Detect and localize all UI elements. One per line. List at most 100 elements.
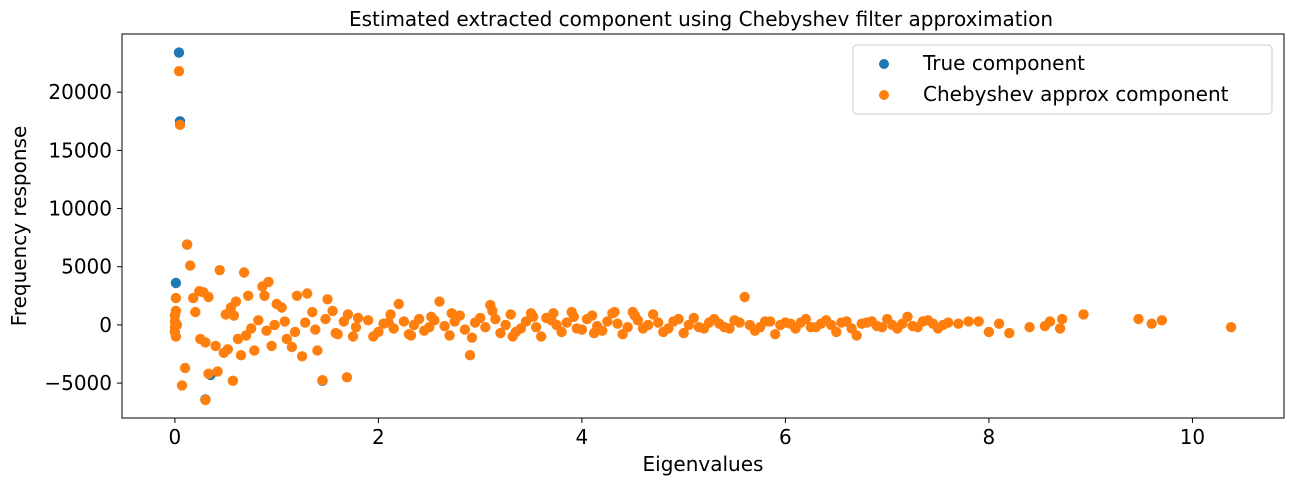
data-point: [261, 325, 272, 336]
data-point: [300, 317, 311, 328]
data-point: [222, 344, 233, 355]
data-point: [953, 318, 964, 329]
data-point: [805, 322, 817, 333]
data-point: [286, 341, 298, 353]
data-point: [434, 296, 445, 307]
data-point: [846, 323, 857, 334]
y-tick-label: 10000: [48, 197, 112, 221]
data-point: [622, 322, 633, 333]
data-point: [1225, 322, 1237, 333]
data-point: [170, 331, 182, 342]
data-point: [338, 316, 349, 327]
data-point: [548, 308, 559, 319]
data-point: [210, 340, 221, 352]
data-point: [296, 351, 308, 362]
data-point: [320, 313, 331, 325]
data-point: [505, 309, 516, 320]
data-point: [754, 322, 766, 333]
data-point: [663, 323, 674, 334]
data-point: [174, 119, 186, 130]
data-point: [469, 317, 481, 328]
x-tick-label: 10: [1180, 425, 1205, 449]
data-point: [678, 327, 689, 339]
y-tick-label: −5000: [44, 371, 112, 395]
data-point: [170, 305, 182, 317]
data-point: [507, 331, 518, 342]
data-point: [188, 292, 199, 304]
data-point: [1078, 309, 1089, 320]
data-point: [291, 290, 303, 301]
data-point: [907, 320, 918, 332]
x-tick-label: 2: [372, 425, 385, 449]
legend-label-chebyshev: Chebyshev approx component: [923, 82, 1229, 106]
y-tick-label: 0: [99, 313, 112, 337]
data-point: [724, 323, 735, 334]
data-point: [775, 319, 786, 331]
data-point: [1057, 313, 1068, 325]
data-point: [266, 340, 277, 352]
data-point: [571, 323, 582, 334]
data-point: [653, 317, 664, 328]
x-tick-label: 4: [576, 425, 589, 449]
data-point: [609, 306, 620, 318]
data-point: [551, 319, 562, 331]
x-tick-label: 0: [169, 425, 182, 449]
data-point: [693, 322, 705, 333]
data-point: [388, 323, 399, 334]
data-point: [181, 239, 193, 250]
data-point: [444, 330, 455, 341]
data-point: [368, 331, 379, 342]
data-point: [312, 345, 323, 356]
data-point: [352, 312, 364, 324]
data-point: [230, 296, 242, 307]
chart-title: Estimated extracted component using Cheb…: [349, 7, 1053, 31]
data-point: [466, 332, 478, 343]
data-point: [307, 306, 318, 318]
legend-label-true: True component: [922, 51, 1085, 75]
x-axis-label: Eigenvalues: [643, 452, 764, 476]
data-point: [983, 326, 995, 338]
data-point: [246, 323, 257, 334]
data-point: [214, 265, 225, 276]
data-point: [588, 327, 600, 339]
x-tick-label: 6: [779, 425, 792, 449]
data-point: [200, 337, 211, 348]
data-point: [170, 292, 182, 304]
data-point: [327, 305, 338, 317]
y-axis: −5000 0 5000 10000 15000 20000: [44, 80, 122, 395]
data-point: [446, 308, 457, 319]
data-point: [200, 394, 211, 406]
data-point: [714, 318, 725, 329]
data-point: [739, 291, 750, 303]
data-point: [602, 316, 613, 327]
data-point: [350, 322, 362, 333]
data-point: [317, 375, 328, 386]
data-point: [815, 318, 827, 329]
data-point: [170, 277, 182, 289]
data-point: [347, 331, 359, 342]
data-point: [500, 319, 511, 331]
data-point: [259, 290, 270, 301]
data-point: [937, 319, 949, 331]
x-axis: 0 2 4 6 8 10: [169, 418, 1205, 449]
data-point: [530, 322, 542, 333]
data-point: [744, 319, 755, 331]
data-point: [673, 313, 684, 325]
data-point: [917, 316, 928, 327]
data-point: [629, 310, 640, 321]
data-point: [1133, 313, 1144, 325]
data-point: [439, 320, 450, 332]
data-point: [185, 260, 196, 271]
data-point: [190, 306, 201, 318]
data-point: [973, 316, 984, 327]
data-point: [568, 311, 579, 322]
data-point: [238, 267, 250, 278]
data-point: [171, 319, 183, 331]
data-point: [426, 311, 437, 322]
data-point: [866, 316, 878, 327]
data-point: [385, 309, 396, 320]
data-point: [378, 318, 389, 329]
data-point: [341, 372, 353, 383]
data-point: [173, 66, 185, 77]
